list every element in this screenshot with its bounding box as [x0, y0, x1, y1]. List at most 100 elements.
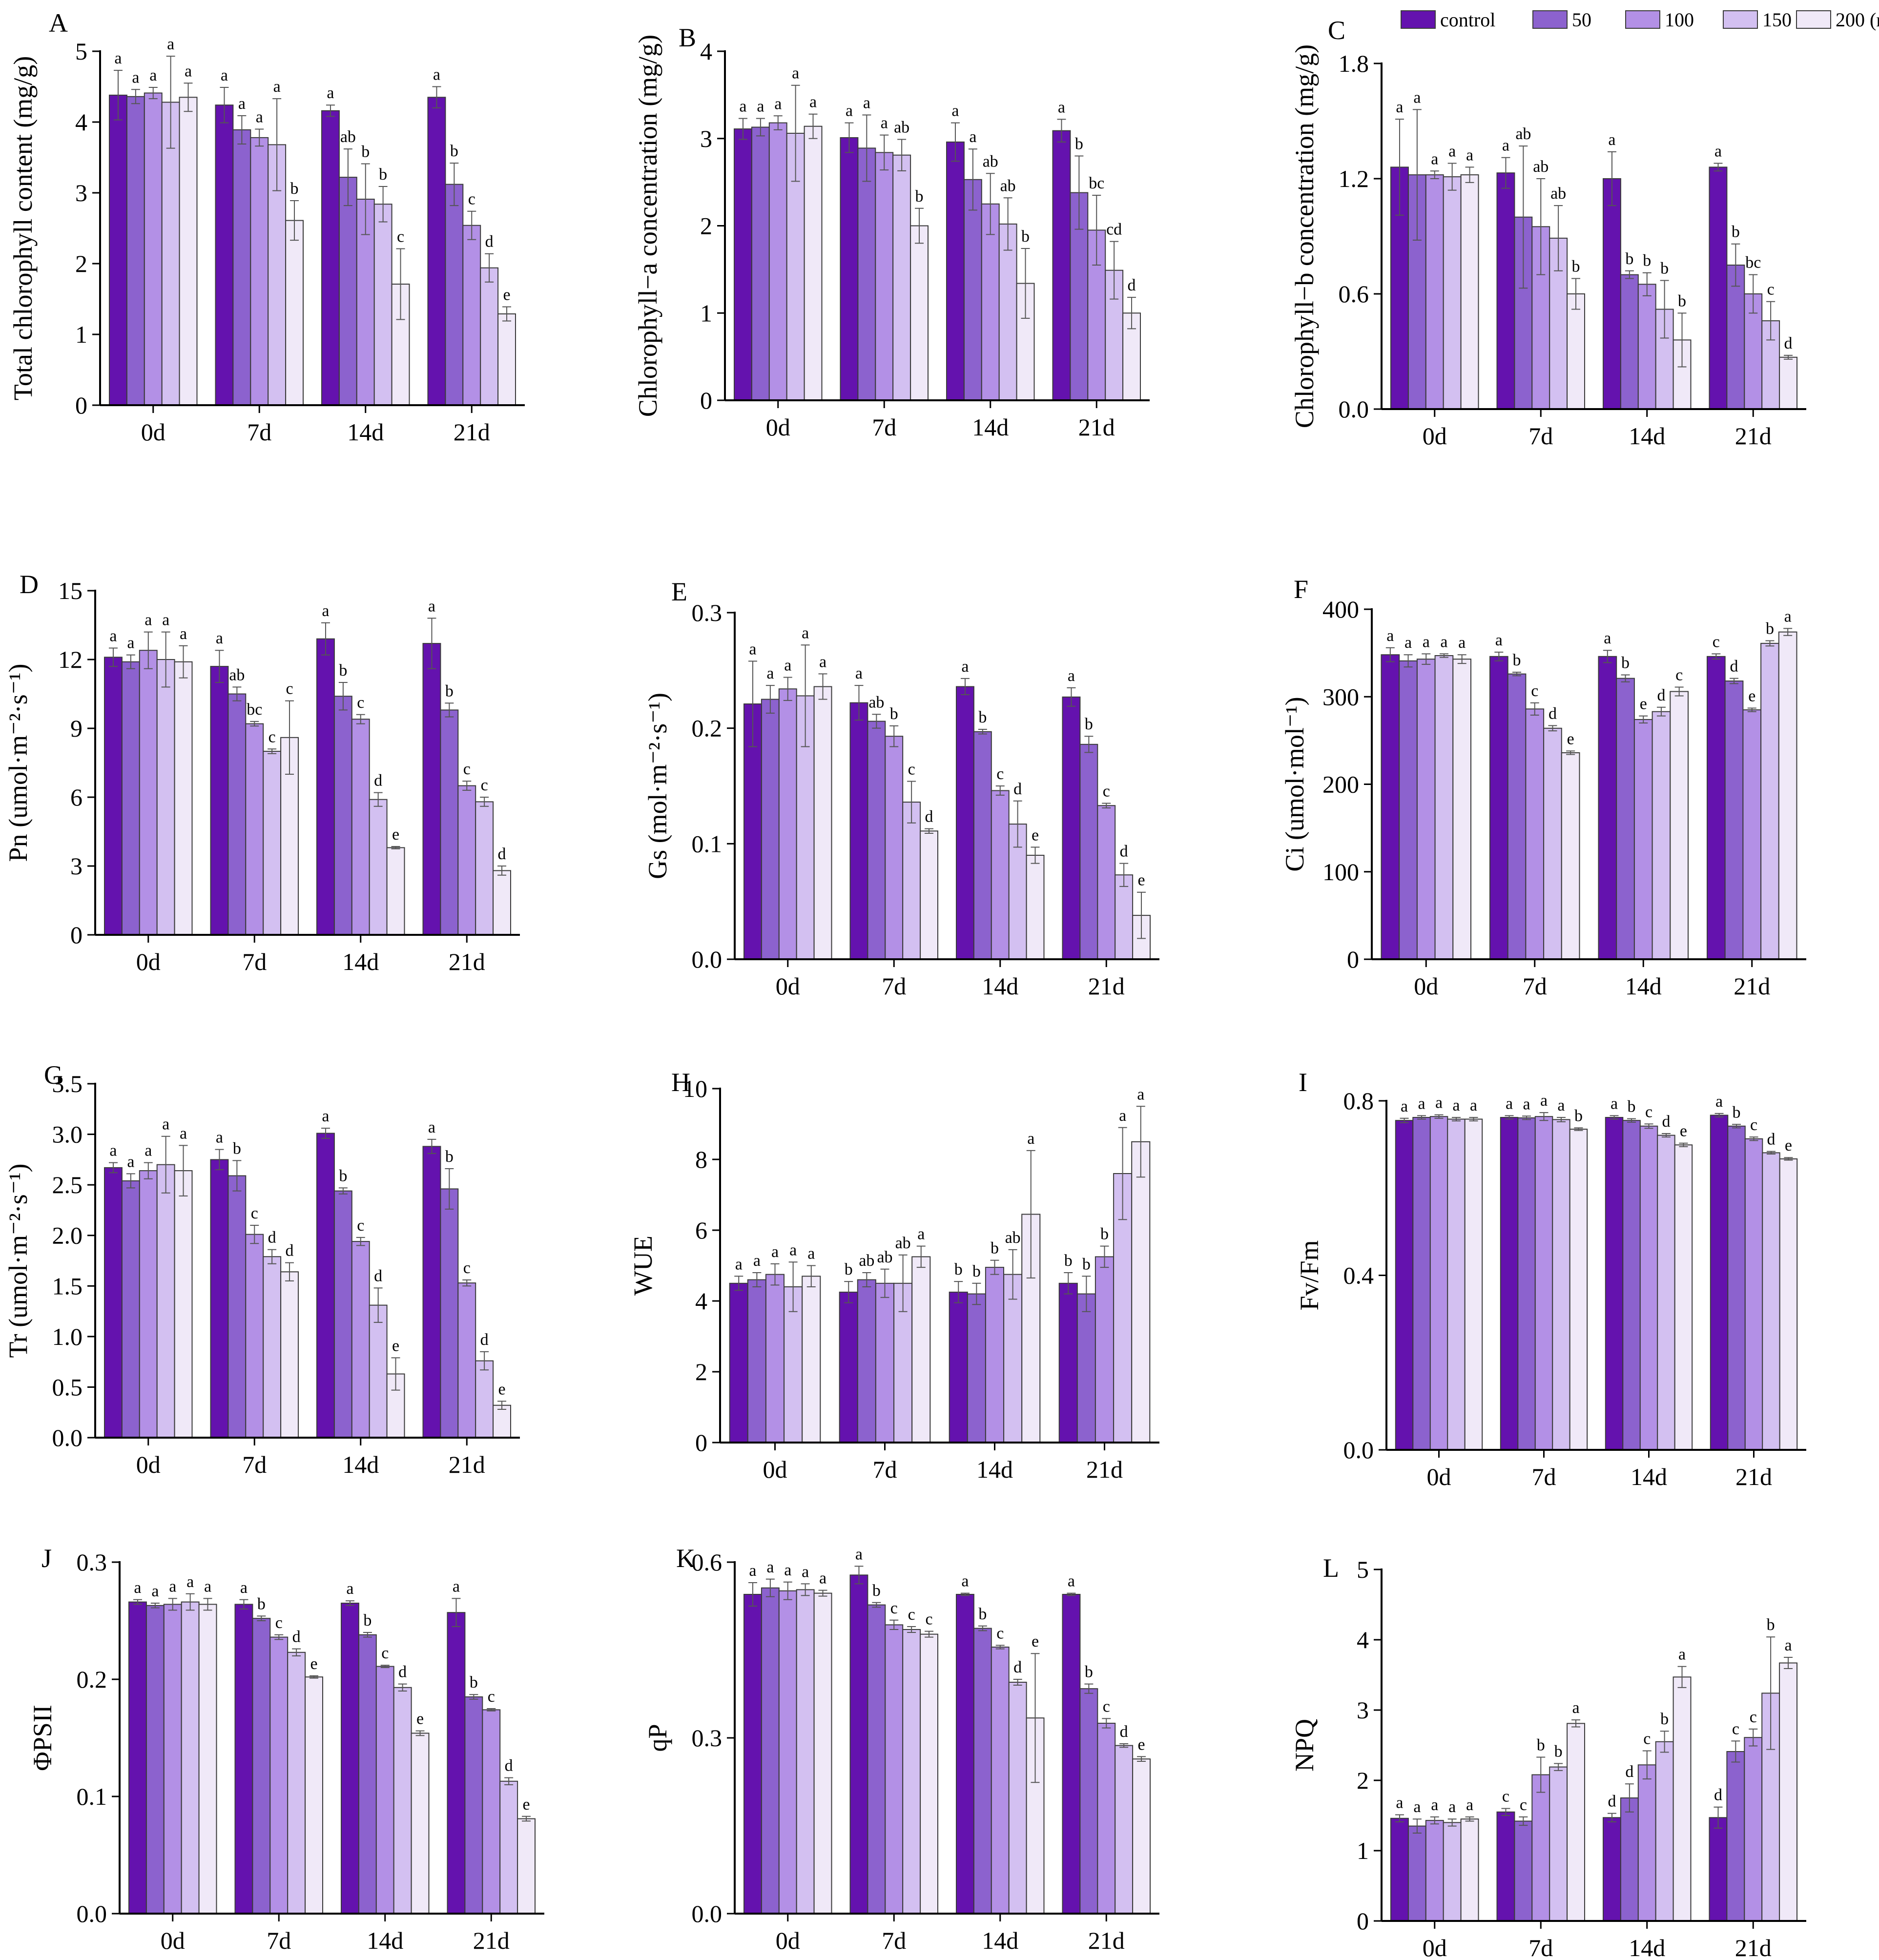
legend-swatch	[1723, 10, 1758, 29]
panel-letter-b: B	[679, 23, 696, 52]
bar-control-21d	[1062, 1594, 1081, 1914]
significance-letter: c	[1732, 1720, 1739, 1738]
significance-letter: ab	[1005, 1229, 1021, 1247]
error-bar-control-14d	[321, 622, 330, 656]
error-bar-150-21d	[1766, 1151, 1776, 1155]
error-bar-100-21d	[467, 210, 476, 240]
legend-item-50: 50	[1532, 9, 1591, 31]
bar-control-0d	[109, 94, 127, 406]
significance-letter: b	[1064, 1252, 1073, 1270]
y-tick-label: 2.0	[52, 1222, 83, 1249]
bar-200-21d	[1779, 356, 1798, 410]
significance-letter: c	[357, 1217, 364, 1235]
significance-letter: a	[951, 102, 959, 120]
bar-50-7d	[857, 147, 876, 401]
significance-letter: a	[1396, 1794, 1403, 1812]
bar-control-7d	[1496, 172, 1515, 410]
bar-100-7d	[245, 723, 264, 935]
significance-letter: a	[739, 98, 746, 116]
significance-letter: a	[256, 108, 263, 126]
significance-letter: a	[322, 602, 329, 620]
error-bar-100-7d	[1539, 1112, 1549, 1121]
bar-150-7d	[902, 1629, 921, 1914]
significance-letter: c	[463, 1259, 471, 1277]
significance-letter: b	[470, 1673, 478, 1692]
significance-letter: a	[1715, 1093, 1723, 1111]
significance-letter: c	[1643, 1730, 1651, 1748]
bar-control-0d	[734, 128, 752, 401]
error-bar-200-7d	[925, 828, 934, 834]
error-bar-50-14d	[343, 148, 352, 206]
y-tick-label: 6	[70, 784, 83, 811]
error-bar-200-0d	[808, 113, 818, 139]
significance-letter: d	[1128, 276, 1136, 294]
significance-letter: b	[1082, 1255, 1091, 1273]
bar-100-7d	[885, 1624, 904, 1914]
significance-letter: a	[1448, 1798, 1456, 1816]
legend-label: 200 (mmol·L⁻¹)	[1836, 9, 1879, 31]
x-tick-label: 21d	[449, 948, 485, 975]
bar-50-7d	[232, 129, 251, 406]
error-bar-control-21d	[427, 618, 436, 669]
error-bar-control-0d	[738, 118, 747, 140]
bar-150-7d	[287, 1651, 306, 1915]
significance-letter: a	[969, 128, 976, 146]
significance-letter: b	[1075, 135, 1083, 153]
y-tick-label: 0.0	[692, 1900, 723, 1927]
error-bar-50-7d	[257, 1615, 266, 1621]
bar-100-0d	[163, 1604, 182, 1914]
significance-letter: d	[925, 808, 933, 826]
bar-200-21d	[1779, 1662, 1798, 1921]
bar-200-21d	[497, 313, 516, 406]
bar-100-21d	[482, 1709, 501, 1914]
error-bar-200-14d	[1021, 248, 1030, 319]
error-bar-200-7d	[1571, 278, 1581, 310]
significance-letter: bc	[1745, 254, 1761, 272]
significance-letter: a	[322, 1107, 329, 1125]
significance-letter: e	[416, 1710, 424, 1728]
error-bar-100-21d	[1749, 1136, 1758, 1141]
error-bar-control-14d	[326, 104, 335, 117]
error-bar-50-21d	[445, 1168, 454, 1210]
bar-100-7d	[269, 1636, 289, 1915]
error-bar-200-7d	[290, 200, 299, 241]
y-tick-label: 0.2	[77, 1666, 107, 1693]
significance-letter: a	[819, 653, 826, 671]
y-tick-label: 0	[700, 387, 712, 414]
bar-50-21d	[440, 1188, 459, 1438]
significance-letter: a	[1431, 150, 1438, 168]
significance-letter: c	[1520, 1796, 1527, 1814]
bar-150-21d	[499, 1780, 518, 1915]
significance-letter: b	[1085, 1663, 1093, 1681]
significance-letter: a	[1540, 1092, 1548, 1110]
significance-letter: a	[162, 1115, 169, 1134]
error-bar-100-7d	[274, 1634, 284, 1640]
error-bar-100-7d	[1530, 702, 1539, 716]
significance-letter: ab	[1515, 125, 1531, 143]
error-bar-150-14d	[378, 186, 388, 223]
bar-50-7d	[227, 693, 247, 935]
panel-letter-g: G	[44, 1060, 63, 1090]
y-tick-label: 0.5	[52, 1373, 83, 1401]
bar-200-0d	[198, 1604, 217, 1914]
bar-100-14d	[1633, 719, 1653, 960]
significance-letter: a	[1678, 1646, 1686, 1664]
bar-200-21d	[1131, 1141, 1151, 1444]
significance-letter: a	[881, 114, 888, 132]
panel-letter-k: K	[676, 1544, 695, 1573]
y-axis-title: NPQ	[1290, 1719, 1319, 1772]
error-bar-50-14d	[1625, 1783, 1634, 1813]
error-bar-100-21d	[487, 1708, 496, 1712]
error-bar-150-7d	[268, 748, 277, 754]
significance-letter: a	[134, 1579, 141, 1597]
error-bar-200-7d	[285, 1262, 294, 1281]
significance-letter: a	[273, 78, 281, 96]
significance-letter: ab	[340, 128, 356, 146]
error-bar-50-7d	[232, 686, 242, 701]
significance-letter: a	[109, 627, 117, 645]
significance-letter: a	[774, 95, 782, 113]
error-bar-150-21d	[1118, 1127, 1127, 1220]
error-bar-150-0d	[1451, 1116, 1461, 1122]
